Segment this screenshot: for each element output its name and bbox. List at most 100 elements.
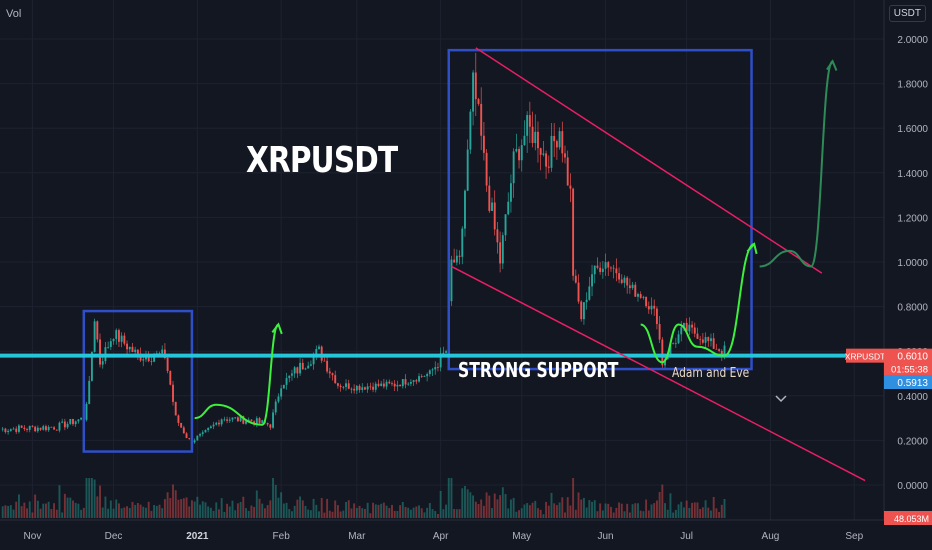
volume-bar bbox=[55, 509, 58, 518]
volume-bar bbox=[150, 510, 153, 518]
candle bbox=[150, 361, 153, 362]
volume-bar bbox=[299, 496, 302, 518]
volume-bar bbox=[90, 478, 93, 518]
candle bbox=[537, 131, 539, 149]
volume-bar bbox=[623, 511, 626, 518]
candle bbox=[301, 362, 304, 370]
candle bbox=[231, 417, 234, 420]
pattern-label: Adam and Eve bbox=[672, 366, 750, 381]
candle bbox=[477, 99, 480, 104]
candle bbox=[47, 426, 50, 431]
volume-bar bbox=[193, 501, 196, 518]
volume-bar bbox=[693, 502, 696, 518]
candle bbox=[293, 367, 296, 374]
candle bbox=[715, 348, 718, 350]
volume-bar bbox=[72, 500, 74, 518]
candle bbox=[377, 383, 380, 386]
candle bbox=[236, 417, 239, 422]
candle bbox=[74, 421, 77, 425]
volume-bar bbox=[61, 512, 64, 518]
volume-bar bbox=[620, 503, 623, 518]
volume-bar bbox=[236, 503, 239, 518]
volume-bar bbox=[145, 507, 147, 518]
volume-bar bbox=[361, 508, 364, 518]
volume-bar bbox=[628, 512, 631, 518]
x-tick-label: 2021 bbox=[186, 531, 209, 542]
candle bbox=[136, 349, 139, 354]
candle bbox=[55, 429, 58, 431]
currency-button[interactable]: USDT bbox=[888, 5, 926, 22]
volume-bar bbox=[104, 496, 107, 518]
volume-bar bbox=[377, 504, 380, 518]
volume-bar bbox=[261, 503, 264, 518]
volume-bar bbox=[428, 503, 431, 518]
volume-bar bbox=[496, 499, 499, 518]
volume-bar bbox=[277, 497, 280, 518]
candle bbox=[685, 322, 688, 332]
volume-bar bbox=[607, 503, 610, 518]
candle bbox=[399, 384, 402, 387]
countdown-label: 01:55:38 bbox=[891, 365, 928, 376]
candle bbox=[77, 419, 80, 422]
volume-bar bbox=[288, 509, 291, 518]
volume-bar bbox=[109, 500, 112, 518]
candle bbox=[707, 337, 710, 342]
volume-bar bbox=[58, 485, 61, 518]
candles bbox=[1, 52, 726, 445]
volume-bar bbox=[707, 507, 710, 518]
candle bbox=[520, 145, 523, 161]
volume-bar bbox=[77, 503, 80, 518]
candle bbox=[380, 383, 383, 386]
candle bbox=[620, 279, 623, 283]
candle bbox=[453, 259, 456, 263]
candle bbox=[574, 275, 577, 283]
candle bbox=[212, 424, 215, 427]
volume-bar bbox=[188, 506, 191, 518]
candle bbox=[585, 299, 588, 303]
volume-bar bbox=[226, 503, 229, 518]
candle bbox=[504, 214, 507, 236]
volume-bar bbox=[585, 507, 588, 518]
volume-bar bbox=[382, 502, 385, 518]
volume-bar bbox=[404, 506, 407, 518]
x-tick-label: Feb bbox=[273, 531, 291, 542]
volume-bar bbox=[358, 505, 361, 518]
candle bbox=[188, 437, 191, 439]
volume-bar bbox=[82, 507, 85, 518]
volume-bar bbox=[223, 511, 226, 518]
volume-bar bbox=[128, 508, 131, 518]
volume-bar bbox=[542, 514, 545, 518]
volume-bar bbox=[396, 510, 399, 518]
volume-bar bbox=[318, 511, 320, 518]
candle bbox=[4, 428, 7, 433]
volume-bar bbox=[399, 505, 402, 518]
volume-bar bbox=[704, 500, 707, 518]
volume-bar bbox=[464, 486, 466, 518]
candle bbox=[550, 135, 553, 168]
volume-bar bbox=[190, 500, 193, 518]
candle bbox=[637, 294, 639, 297]
volume-bar bbox=[155, 505, 158, 518]
candle bbox=[555, 141, 558, 148]
volume-bar bbox=[212, 510, 215, 518]
volume-bar bbox=[655, 500, 658, 518]
volume-bar bbox=[364, 508, 366, 518]
volume-bar bbox=[666, 509, 669, 518]
volume-bar bbox=[96, 496, 99, 518]
volume-bar bbox=[450, 478, 453, 518]
candle bbox=[115, 330, 118, 339]
volume-bar bbox=[507, 508, 510, 518]
candle bbox=[564, 153, 566, 158]
volume-bar bbox=[153, 504, 156, 518]
y-tick-label: 2.0000 bbox=[897, 35, 928, 46]
projection-arrow-arrowhead bbox=[271, 322, 283, 335]
volume-bar bbox=[553, 503, 556, 518]
channel-upper-line bbox=[475, 47, 823, 274]
volume-bar bbox=[545, 501, 548, 518]
candle bbox=[326, 360, 329, 372]
volume-indicator-label[interactable]: Vol bbox=[6, 8, 22, 20]
y-tick-label: 0.4000 bbox=[897, 392, 928, 403]
candle bbox=[328, 371, 331, 374]
